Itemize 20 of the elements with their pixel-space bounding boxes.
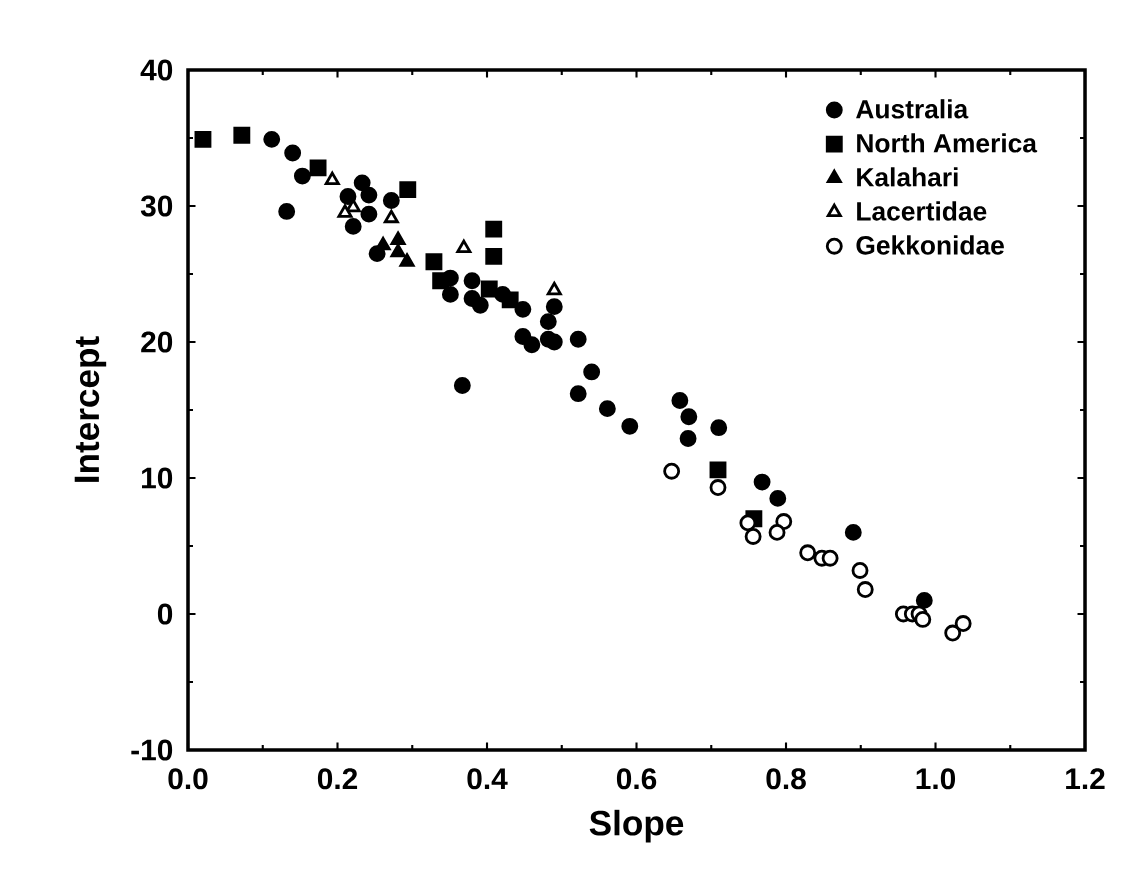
legend-label: North America — [857, 133, 1038, 153]
y-tick-label: 30 — [140, 195, 173, 217]
legend-label: Lacertidae — [857, 201, 987, 221]
legend-label: Gekkonidae — [856, 235, 1004, 255]
y-tick-label: 20 — [141, 331, 173, 353]
x-tick-label: 0.8 — [766, 768, 806, 790]
y-tick-label: 0 — [157, 603, 173, 625]
y-tick-label: 10 — [142, 467, 173, 489]
x-tick-label: 0.0 — [168, 768, 208, 790]
y-tick-label: -10 — [131, 739, 173, 761]
x-tick-label: 0.2 — [317, 768, 358, 790]
legend-label: Kalahari — [857, 167, 958, 187]
x-axis-title: Slope — [589, 809, 684, 843]
x-tick-label: 0.6 — [616, 768, 657, 790]
y-tick-label: 40 — [140, 59, 173, 81]
x-tick-label: 0.4 — [467, 768, 508, 790]
y-axis-title: Intercept — [74, 336, 107, 482]
x-tick-label: 1.0 — [916, 768, 956, 790]
x-tick-label: 1.2 — [1066, 768, 1105, 790]
legend-label: Australia — [856, 99, 969, 119]
